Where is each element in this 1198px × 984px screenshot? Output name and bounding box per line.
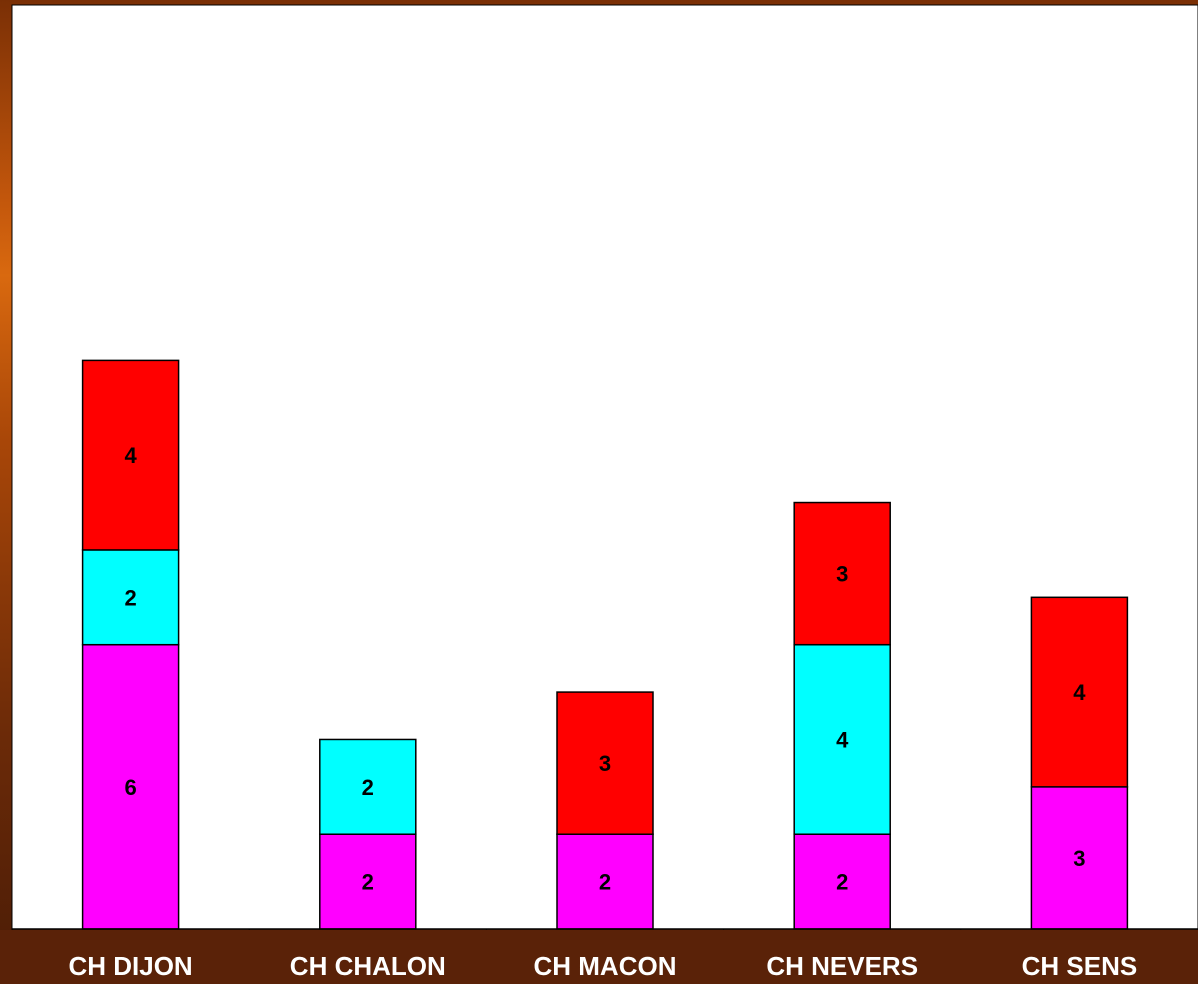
data-label: 2 (124, 585, 136, 610)
bar-segment (793, 833, 891, 930)
data-label: 6 (124, 775, 136, 800)
bar-segment (556, 833, 654, 930)
bar-segment (81, 549, 180, 646)
bar-segment (81, 359, 180, 551)
category-label: CH DIJON (68, 951, 192, 981)
bar-segment (1030, 596, 1129, 788)
category-label: CH MACON (534, 951, 677, 981)
bar-segment (319, 738, 417, 835)
data-label: 4 (836, 727, 849, 752)
data-label: 2 (362, 775, 374, 800)
category-label: CH NEVERS (766, 951, 918, 981)
bar-segment (319, 833, 417, 930)
category-labels-group: CH DIJON CH CHALON CH MACON CH NEVERS CH SEN… (0, 930, 1198, 984)
data-label: 2 (362, 870, 374, 895)
data-label: 4 (124, 443, 137, 468)
bar-segment (1030, 786, 1129, 930)
data-label: 3 (599, 751, 611, 776)
category-band (0, 930, 1198, 984)
bar-segment (556, 691, 654, 835)
data-label: 3 (1073, 846, 1085, 871)
data-labels-group: 6 2 4 2 2 2 3 2 4 3 3 4 (124, 443, 1086, 894)
bars-group (81, 359, 1129, 930)
data-label: 2 (836, 870, 848, 895)
bar-segment (793, 643, 891, 835)
bar-segment (81, 643, 180, 930)
data-label: 3 (836, 562, 848, 587)
category-label: CH CHALON (290, 951, 446, 981)
category-label: CH SENS (1022, 951, 1138, 981)
bar-segment (793, 501, 891, 646)
data-label: 4 (1073, 680, 1086, 705)
data-label: 2 (599, 870, 611, 895)
